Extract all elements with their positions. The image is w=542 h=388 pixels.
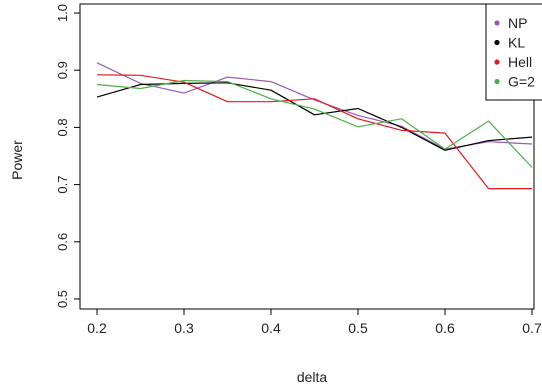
legend-label: G=2	[508, 74, 535, 90]
series-line-g-2	[96, 79, 533, 168]
legend-label: Hell	[508, 54, 532, 70]
y-tick-label: 0.5	[55, 290, 70, 308]
series-line-np	[96, 62, 533, 150]
legend: NP KL Hell G=2	[485, 3, 542, 101]
legend-box	[485, 3, 542, 101]
y-tick-label: 0.6	[55, 233, 70, 251]
series-line-kl	[96, 82, 533, 151]
plot-frame	[79, 3, 535, 310]
x-axis: 0.2 0.3 0.4 0.5 0.6 0.7	[87, 309, 542, 336]
x-tick-label: 0.6	[435, 320, 455, 336]
legend-marker	[494, 20, 500, 26]
y-tick-label: 1.0	[55, 4, 70, 22]
legend-marker	[494, 39, 500, 46]
legend-marker	[494, 59, 500, 65]
x-axis-label: delta	[297, 369, 328, 385]
x-tick-label: 0.7	[522, 320, 542, 336]
x-tick-label: 0.4	[261, 320, 281, 336]
y-axis-label: Power	[9, 140, 25, 180]
x-tick-label: 0.3	[174, 320, 194, 336]
legend-marker	[494, 78, 500, 85]
x-tick-label: 0.2	[87, 320, 107, 336]
y-axis: 0.5 0.6 0.7 0.8 0.9 1.0	[55, 4, 80, 308]
series-line-hell	[96, 74, 532, 190]
legend-label: KL	[508, 35, 525, 51]
x-tick-label: 0.5	[348, 320, 368, 336]
legend-label: NP	[508, 15, 527, 31]
series-layer	[96, 62, 533, 190]
y-tick-label: 0.8	[55, 118, 70, 136]
y-tick-label: 0.7	[55, 176, 70, 194]
y-tick-label: 0.9	[55, 61, 70, 79]
